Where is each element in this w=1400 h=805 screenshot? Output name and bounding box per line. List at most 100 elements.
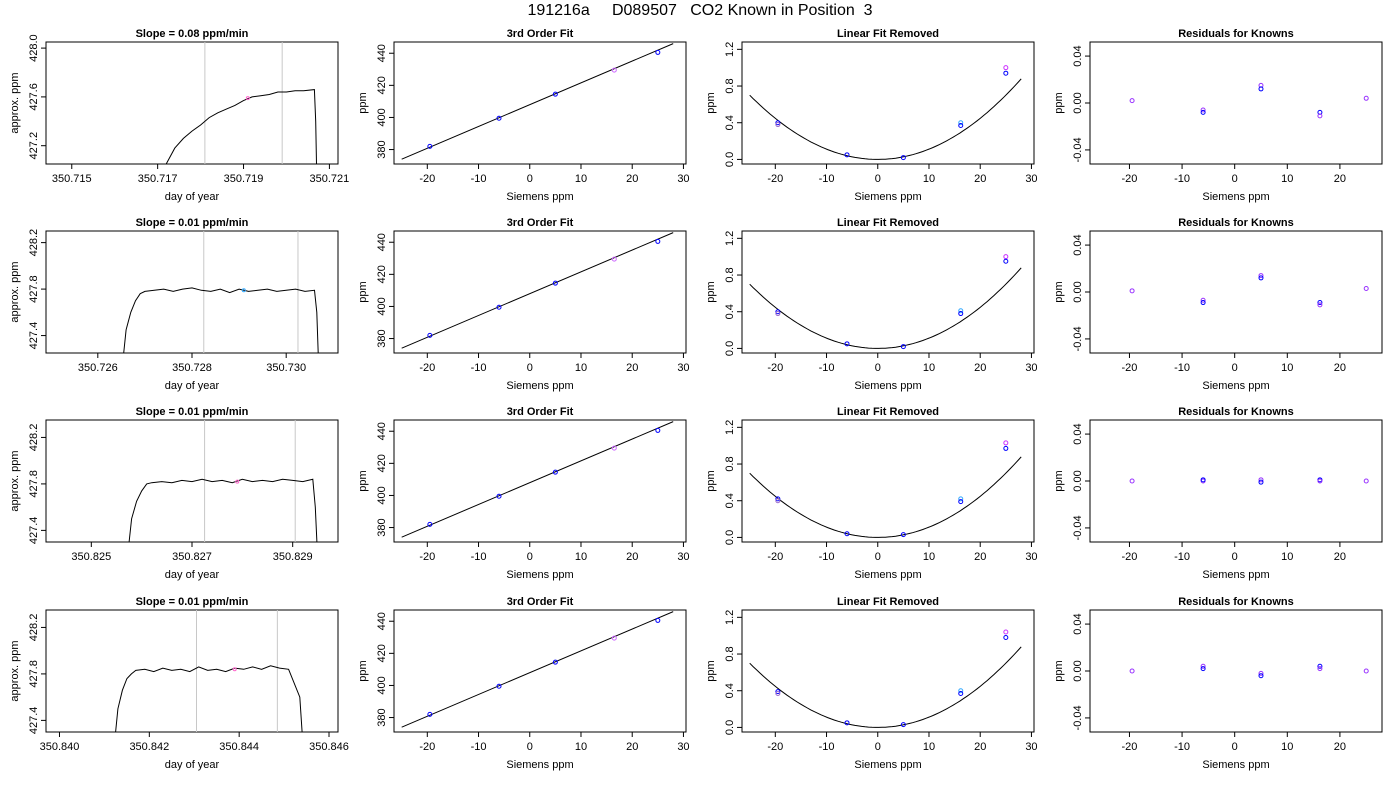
y-tick-label: 380 xyxy=(376,518,388,536)
panel-r3-c3: Linear Fit Removed -20 -10 0 10 20 30 0.0 0.4 0.8… xyxy=(705,406,1038,581)
data-point xyxy=(1317,478,1323,484)
data-point xyxy=(958,122,964,128)
y-tick-label: 0.04 xyxy=(1072,423,1084,444)
y-tick-label: 420 xyxy=(376,454,388,472)
y-axis-label: ppm xyxy=(357,660,369,681)
x-tick-label: 350.715 xyxy=(52,173,92,185)
y-axis-label: ppm xyxy=(1053,660,1065,681)
x-tick-label: 30 xyxy=(1025,362,1037,374)
y-tick-label: 1.2 xyxy=(724,420,736,435)
x-tick-label: -20 xyxy=(767,551,783,563)
data-point xyxy=(900,344,906,350)
y-tick-label: 1.2 xyxy=(724,610,736,625)
data-point xyxy=(1200,663,1206,669)
x-tick-label: 350.829 xyxy=(273,551,313,563)
data-point xyxy=(611,445,617,451)
panel-title: Slope = 0.01 ppm/min xyxy=(136,406,249,418)
x-tick-label: -10 xyxy=(471,741,487,753)
x-axis-label: Siemens ppm xyxy=(1202,380,1269,392)
panel-title: Residuals for Knowns xyxy=(1178,596,1294,608)
x-axis-label: Siemens ppm xyxy=(506,759,573,771)
x-tick-label: 0 xyxy=(527,741,533,753)
data-point xyxy=(241,288,246,293)
x-tick-label: 20 xyxy=(626,362,638,374)
x-tick-label: 10 xyxy=(923,551,935,563)
panel-title: Linear Fit Removed xyxy=(837,217,939,229)
x-tick-label: -10 xyxy=(1174,173,1190,185)
x-tick-label: 0 xyxy=(875,741,881,753)
x-axis-label: day of year xyxy=(165,380,220,392)
data-point xyxy=(775,120,781,126)
plot-data xyxy=(1129,82,1369,119)
panel-r1-c1: Slope = 0.08 ppm/min 350.715 350.717 350.71… xyxy=(9,28,349,203)
plot-data xyxy=(749,65,1022,161)
x-tick-label: 30 xyxy=(1025,741,1037,753)
y-tick-label: 427.4 xyxy=(28,707,40,735)
x-axis-label: day of year xyxy=(165,191,220,203)
x-axis-label: Siemens ppm xyxy=(506,380,573,392)
fit-curve xyxy=(749,267,1022,349)
y-tick-label: 400 xyxy=(376,676,388,694)
x-tick-label: -20 xyxy=(767,362,783,374)
x-tick-label: 10 xyxy=(575,362,587,374)
data-point xyxy=(611,256,617,262)
data-point xyxy=(1317,300,1323,306)
x-tick-label: 350.827 xyxy=(172,551,212,563)
data-point xyxy=(1258,479,1264,485)
panel-title: Slope = 0.08 ppm/min xyxy=(136,28,249,40)
plot-data xyxy=(123,231,319,353)
data-point xyxy=(1129,288,1135,294)
data-point xyxy=(1363,285,1369,291)
data-trace-line xyxy=(165,89,317,164)
plot-frame xyxy=(741,419,1035,543)
x-tick-label: -10 xyxy=(819,741,835,753)
panel-title: 3rd Order Fit xyxy=(507,28,574,40)
data-point xyxy=(655,238,661,244)
data-point xyxy=(655,49,661,55)
data-point xyxy=(958,690,964,696)
y-tick-label: 427.4 xyxy=(28,517,40,545)
x-tick-label: 20 xyxy=(974,551,986,563)
panel-r3-c2: 3rd Order Fit -20 -10 0 10 20 30 380 400 420 440 Si… xyxy=(357,406,690,581)
x-tick-label: 0 xyxy=(527,362,533,374)
x-tick-label: -20 xyxy=(1122,173,1138,185)
x-tick-label: 0 xyxy=(875,362,881,374)
data-point xyxy=(958,499,964,505)
data-point xyxy=(900,155,906,161)
y-tick-label: 420 xyxy=(376,76,388,94)
x-tick-label: 0 xyxy=(875,173,881,185)
y-tick-label: -0.04 xyxy=(1072,705,1084,730)
x-tick-label: 10 xyxy=(575,173,587,185)
y-tick-label: 440 xyxy=(376,44,388,62)
x-tick-label: -10 xyxy=(1174,362,1190,374)
x-tick-label: 10 xyxy=(923,173,935,185)
plot-data xyxy=(1129,477,1369,485)
data-point xyxy=(1363,95,1369,101)
plot-frame xyxy=(1089,41,1383,165)
plot-data xyxy=(115,610,303,732)
x-tick-label: -20 xyxy=(1122,551,1138,563)
x-tick-label: 10 xyxy=(923,362,935,374)
data-point xyxy=(958,496,964,502)
data-trace-line xyxy=(123,287,319,353)
plot-data xyxy=(1129,663,1369,679)
y-tick-label: 427.8 xyxy=(28,470,40,498)
y-tick-label: 0.04 xyxy=(1072,45,1084,66)
y-tick-label: -0.04 xyxy=(1072,515,1084,540)
y-tick-label: 400 xyxy=(376,486,388,504)
y-tick-label: 0.4 xyxy=(724,493,736,508)
panel-title: 3rd Order Fit xyxy=(507,406,574,418)
fit-curve xyxy=(749,646,1022,728)
plot-data xyxy=(128,420,318,542)
data-point xyxy=(1258,673,1264,679)
data-point xyxy=(1129,478,1135,484)
x-axis-label: Siemens ppm xyxy=(854,569,921,581)
x-tick-label: -20 xyxy=(767,741,783,753)
panel-r1-c4: Residuals for Knowns -20 -10 0 10 20 -0.04 0.00… xyxy=(1053,28,1383,203)
data-point xyxy=(1317,666,1323,672)
plot-data xyxy=(401,43,674,160)
panel-title: Residuals for Knowns xyxy=(1178,406,1294,418)
panel-title: Residuals for Knowns xyxy=(1178,217,1294,229)
